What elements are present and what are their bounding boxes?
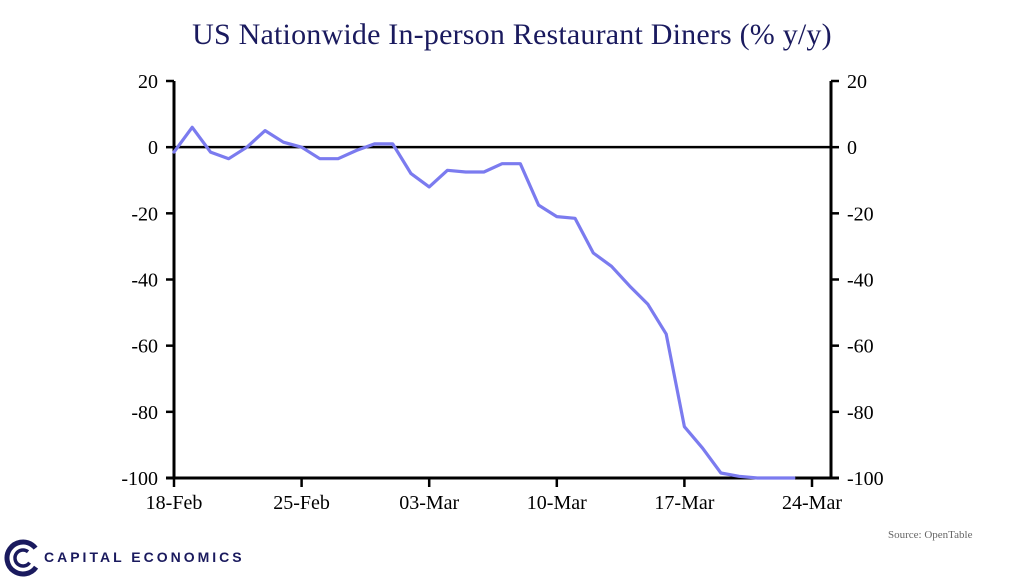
x-tick-label: 03-Mar	[399, 492, 459, 514]
y-tick-label-left: -20	[131, 203, 158, 225]
x-tick-label: 17-Mar	[654, 492, 714, 514]
chart-series	[174, 127, 794, 478]
source-note: Source: OpenTable	[888, 529, 972, 541]
y-tick-label-left: -60	[131, 336, 158, 358]
y-tick-label-right: -60	[847, 336, 874, 358]
y-tick-label-left: -80	[131, 402, 158, 424]
logo-mark-icon	[4, 536, 42, 580]
y-tick-label-right: 20	[847, 71, 867, 93]
x-tick-label: 24-Mar	[782, 492, 842, 514]
y-tick-label-left: -40	[131, 270, 158, 292]
series-line	[174, 127, 794, 478]
y-tick-label-left: 0	[148, 137, 158, 159]
y-tick-label-right: -20	[847, 203, 874, 225]
x-tick-label: 25-Feb	[273, 492, 330, 514]
y-tick-label-right: -100	[847, 468, 884, 490]
x-tick-label: 18-Feb	[146, 492, 203, 514]
company-logo: CAPITAL ECONOMICS	[4, 536, 264, 580]
chart-ticks	[166, 81, 839, 487]
y-tick-label-right: -80	[847, 402, 874, 424]
y-tick-label-right: -40	[847, 270, 874, 292]
logo-text: CAPITAL ECONOMICS	[44, 549, 245, 565]
chart-axes	[166, 81, 839, 478]
y-tick-label-left: -100	[121, 468, 158, 490]
y-tick-label-left: 20	[138, 71, 158, 93]
x-tick-label: 10-Mar	[527, 492, 587, 514]
y-tick-label-right: 0	[847, 137, 857, 159]
